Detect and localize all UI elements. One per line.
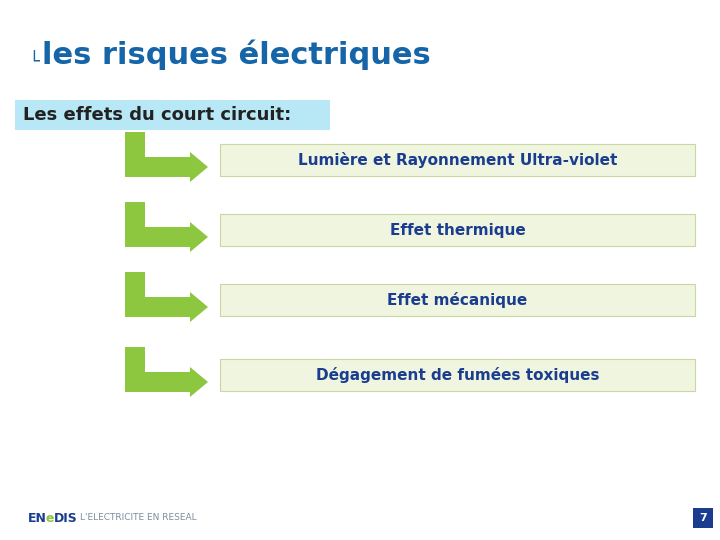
Polygon shape — [190, 152, 208, 182]
Polygon shape — [190, 367, 208, 397]
Text: Les effets du court circuit:: Les effets du court circuit: — [23, 106, 292, 124]
FancyBboxPatch shape — [220, 144, 695, 176]
FancyBboxPatch shape — [145, 372, 190, 392]
Text: └: └ — [28, 53, 39, 71]
Text: L'ELECTRICITE EN RESEAL: L'ELECTRICITE EN RESEAL — [80, 514, 197, 523]
Text: les risques électriques: les risques électriques — [42, 40, 431, 70]
FancyBboxPatch shape — [693, 508, 713, 528]
Text: Dégagement de fumées toxiques: Dégagement de fumées toxiques — [316, 367, 599, 383]
FancyBboxPatch shape — [220, 359, 695, 391]
FancyBboxPatch shape — [125, 272, 145, 317]
Text: 7: 7 — [699, 513, 707, 523]
FancyBboxPatch shape — [125, 202, 145, 247]
FancyBboxPatch shape — [220, 284, 695, 316]
FancyBboxPatch shape — [15, 100, 330, 130]
Text: e: e — [46, 511, 55, 524]
FancyBboxPatch shape — [125, 347, 145, 392]
Text: DIS: DIS — [54, 511, 78, 524]
FancyBboxPatch shape — [145, 297, 190, 317]
FancyBboxPatch shape — [145, 157, 190, 177]
Polygon shape — [190, 222, 208, 252]
Text: Effet thermique: Effet thermique — [390, 222, 526, 238]
Polygon shape — [190, 292, 208, 322]
Text: EN: EN — [28, 511, 47, 524]
Text: Lumière et Rayonnement Ultra-violet: Lumière et Rayonnement Ultra-violet — [298, 152, 617, 168]
FancyBboxPatch shape — [220, 214, 695, 246]
Text: Effet mécanique: Effet mécanique — [387, 292, 528, 308]
FancyBboxPatch shape — [145, 227, 190, 247]
FancyBboxPatch shape — [125, 132, 145, 177]
